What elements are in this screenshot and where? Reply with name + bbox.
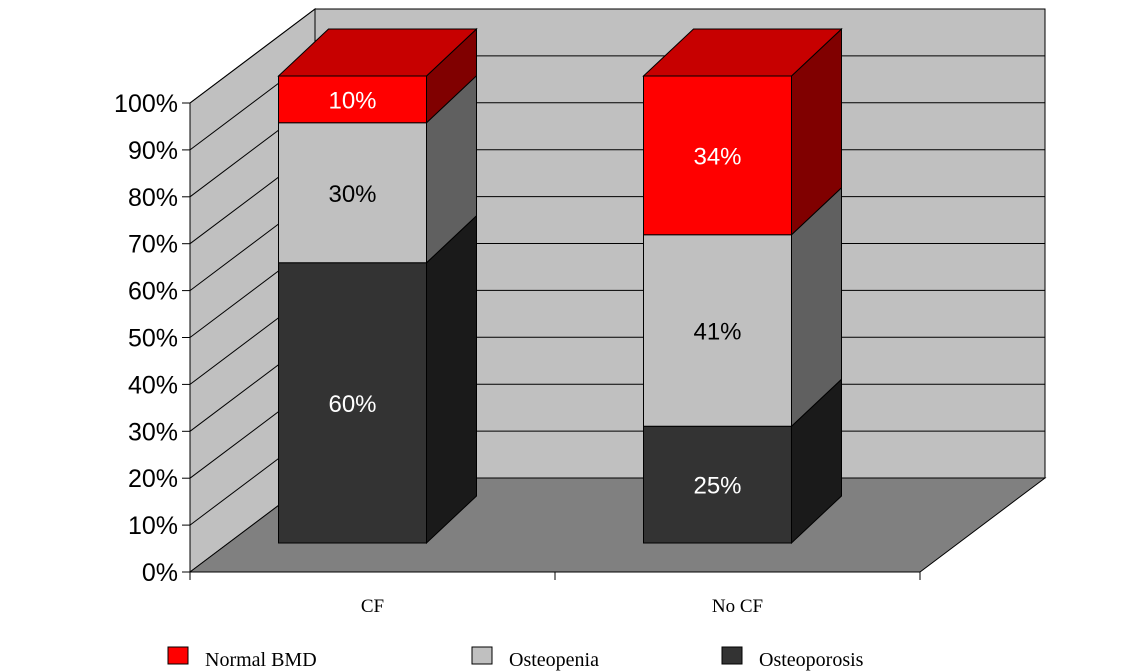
legend-label: Osteoporosis	[759, 649, 864, 671]
legend-item-normal-bmd: Normal BMD	[167, 646, 317, 671]
data-label: 34%	[693, 143, 741, 170]
x-tick-label: CF	[361, 596, 384, 617]
data-label: 60%	[328, 391, 376, 418]
data-label: 25%	[693, 473, 741, 500]
legend-swatch	[721, 646, 743, 665]
axes: 0% 10% 20% 30% 40% 50% 60% 70% 80% 90% 100% CF No CF	[114, 90, 921, 617]
y-tick-label: 50%	[128, 325, 178, 353]
bar-no-cf	[642, 27, 843, 545]
bar-cf	[277, 27, 478, 545]
data-label: 41%	[693, 319, 741, 346]
y-tick-label: 80%	[128, 184, 178, 212]
side-gridline	[189, 8, 316, 104]
y-tick-label: 40%	[128, 371, 178, 399]
legend-label: Normal BMD	[205, 649, 317, 671]
bar-segment-osteoporosis-side	[426, 214, 477, 545]
bar-top-no-cf	[642, 28, 843, 77]
y-tick-label: 60%	[128, 278, 178, 306]
y-tick-label: 20%	[128, 465, 178, 493]
legend-swatch	[471, 646, 493, 665]
y-tick-label: 30%	[128, 418, 178, 446]
data-label: 10%	[328, 87, 376, 114]
data-label: 30%	[328, 181, 376, 208]
y-tick-label: 0%	[142, 559, 178, 587]
legend-item-osteoporosis: Osteoporosis	[721, 646, 864, 671]
legend-item-osteopenia: Osteopenia	[471, 646, 599, 671]
bars	[277, 27, 843, 545]
legend: Normal BMD Osteopenia Osteoporosis	[167, 646, 864, 671]
y-tick-label: 100%	[114, 90, 178, 118]
x-tick-label: No CF	[712, 596, 763, 617]
legend-label: Osteopenia	[509, 649, 599, 671]
y-tick-label: 70%	[128, 231, 178, 259]
y-tick-label: 10%	[128, 512, 178, 540]
bar-top-cf	[277, 28, 478, 77]
y-tick-label: 90%	[128, 137, 178, 165]
legend-swatch	[167, 646, 189, 665]
data-labels: 60% 30% 10% 25% 41% 34%	[328, 87, 741, 499]
